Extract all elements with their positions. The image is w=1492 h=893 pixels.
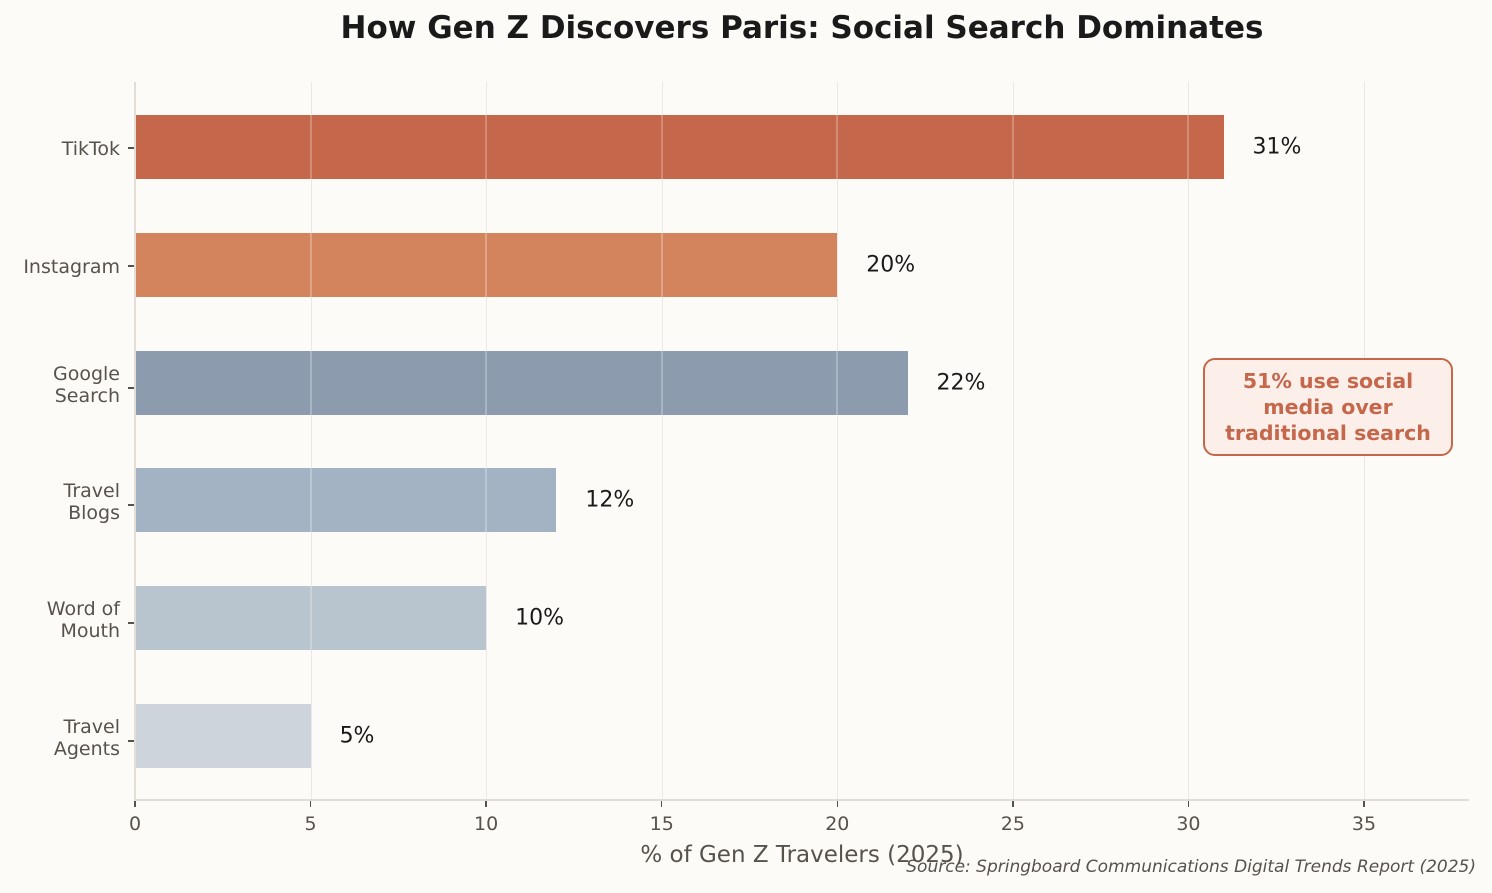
y-axis-line (134, 82, 136, 801)
bar-google-search (135, 351, 908, 415)
x-tick-mark (660, 801, 663, 807)
x-tick-label: 5 (304, 813, 317, 835)
y-tick-label: Google Search (52, 363, 120, 407)
plot-area: 31% 20% 22% 12% 10% 5% (135, 82, 1469, 800)
x-tick-label: 10 (474, 813, 499, 835)
y-tick-mark (128, 387, 134, 389)
bar-value-label: 10% (515, 605, 565, 631)
source-note: Source: Springboard Communications Digit… (906, 857, 1476, 877)
y-tick-label: Word of Mouth (46, 598, 120, 642)
y-tick-label: Instagram (23, 256, 120, 278)
y-tick-label: TikTok (61, 138, 120, 160)
gridline (310, 82, 312, 800)
x-tick-mark (485, 801, 487, 807)
y-tick-mark (128, 147, 134, 149)
y-tick-label: Travel Blogs (63, 480, 120, 524)
bar-value-label: 22% (936, 370, 986, 396)
x-axis-label: % of Gen Z Travelers (2025) (640, 842, 964, 868)
x-axis-line (134, 799, 1469, 801)
x-tick-mark (1012, 801, 1014, 807)
x-tick-label: 0 (128, 813, 142, 835)
x-tick-label: 30 (1176, 813, 1201, 835)
gridline (1188, 82, 1190, 800)
x-tick-mark (1187, 801, 1190, 807)
bar-instagram (135, 233, 838, 297)
gridline (661, 82, 663, 800)
y-tick-mark (128, 622, 134, 624)
x-tick-mark (309, 801, 312, 807)
x-tick-mark (1363, 801, 1365, 807)
x-tick-mark (836, 801, 839, 807)
bar-word-of-mouth (135, 586, 487, 650)
chart-title: How Gen Z Discovers Paris: Social Search… (340, 10, 1264, 46)
bar-travel-agents (135, 704, 311, 768)
callout-annotation: 51% use social media over traditional se… (1203, 358, 1453, 456)
x-tick-mark (134, 801, 136, 807)
x-tick-label: 35 (1351, 813, 1377, 835)
gridline (486, 82, 488, 800)
y-tick-mark (128, 504, 134, 506)
bar-travel-blogs (135, 468, 557, 532)
y-tick-mark (128, 740, 134, 742)
y-tick-mark (128, 265, 134, 267)
bar-value-label: 31% (1252, 134, 1302, 160)
bar-value-label: 20% (866, 252, 916, 278)
bar-value-label: 5% (339, 723, 375, 749)
gridline (837, 82, 839, 800)
bar-value-label: 12% (585, 487, 635, 513)
gridline (1012, 82, 1014, 800)
x-tick-label: 25 (1000, 813, 1025, 835)
y-tick-label: Travel Agents (53, 716, 120, 760)
bar-tiktok (135, 115, 1224, 179)
x-tick-label: 20 (825, 813, 850, 835)
x-tick-label: 15 (649, 813, 674, 835)
